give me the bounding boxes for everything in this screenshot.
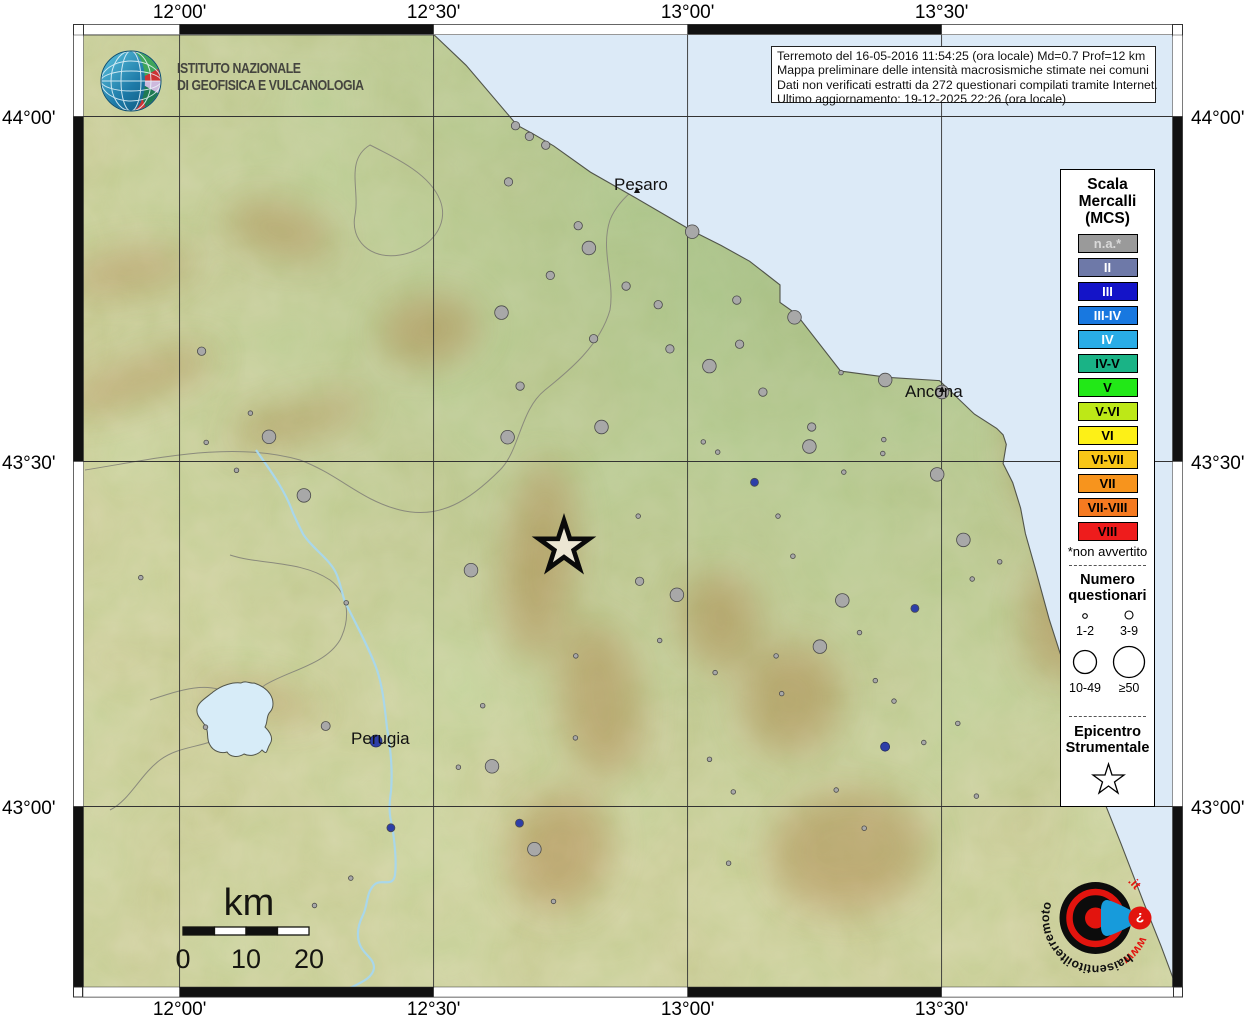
svg-text:10: 10 bbox=[231, 944, 261, 974]
svg-text:1-2: 1-2 bbox=[1076, 624, 1094, 638]
svg-text:0: 0 bbox=[175, 944, 190, 974]
svg-text:10-49: 10-49 bbox=[1069, 681, 1101, 695]
svg-text:≥50: ≥50 bbox=[1119, 681, 1140, 695]
svg-text:3-9: 3-9 bbox=[1120, 624, 1138, 638]
svg-text:km: km bbox=[224, 882, 275, 924]
svg-text:20: 20 bbox=[294, 944, 324, 974]
